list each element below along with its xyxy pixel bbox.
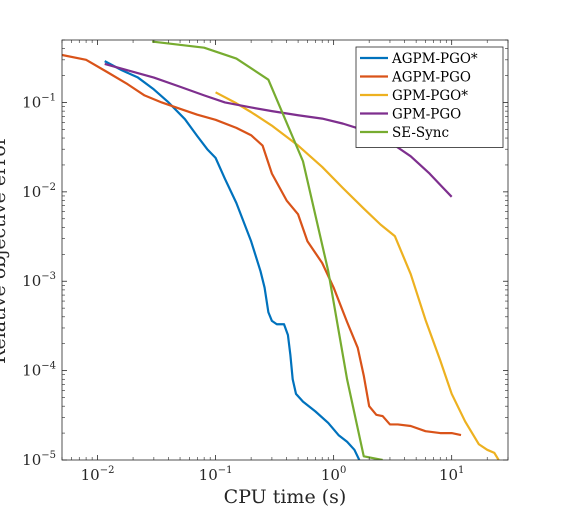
series-layer	[62, 40, 500, 460]
y-tick-label: 10−3	[22, 271, 56, 290]
legend-box	[355, 46, 504, 148]
series-line-gpm-pgo	[215, 91, 500, 460]
x-tick-label: 10−2	[81, 465, 115, 484]
series-line-gpm-pgo	[104, 62, 453, 198]
legend-label: SE-Sync	[392, 125, 449, 141]
legend-label: GPM-PGO*	[392, 88, 468, 104]
legend-label: GPM-PGO	[392, 107, 461, 123]
y-tick-label: 10−1	[22, 92, 56, 111]
legend-label: AGPM-PGO	[391, 70, 471, 86]
legend-label: AGPM-PGO*	[391, 51, 478, 67]
x-tick-label: 10−1	[199, 465, 233, 484]
x-axis-label: CPU time (s)	[224, 486, 347, 508]
series-line-se-sync	[151, 40, 383, 460]
y-tick-label: 10−2	[22, 182, 56, 201]
x-tick-label: 100	[321, 465, 346, 484]
y-axis-label: Relative objective error	[0, 135, 10, 364]
y-tick-label: 10−4	[22, 361, 56, 380]
series-line-agpm-pgo	[104, 60, 361, 460]
x-tick-label: 101	[439, 465, 464, 484]
legend: AGPM-PGO* AGPM-PGO GPM-PGO* GPM-PGO SE-Sync	[355, 46, 504, 148]
plot-frame	[61, 39, 509, 461]
series-line-agpm-pgo	[62, 53, 462, 437]
y-tick-label: 10−5	[22, 450, 56, 469]
